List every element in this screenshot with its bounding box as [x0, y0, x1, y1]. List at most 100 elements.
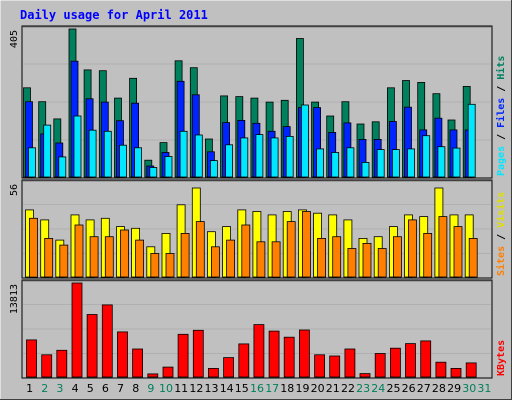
- bar-kbytes-day-22: [344, 348, 356, 378]
- bar-kbytes-day-28: [435, 361, 447, 378]
- bar-sites-day-26: [408, 219, 417, 278]
- bar-sites-day-5: [89, 236, 99, 278]
- bar-kbytes-day-13: [207, 367, 219, 378]
- bar-pages-day-13: [209, 160, 218, 178]
- x-tick-label-day-11: 11: [174, 382, 188, 395]
- bar-sites-day-15: [241, 224, 251, 278]
- bar-sites-day-1: [29, 217, 38, 278]
- x-tick-label-day-7: 7: [117, 382, 124, 395]
- bar-kbytes-day-21: [329, 355, 341, 378]
- bar-pages-day-15: [240, 137, 249, 178]
- bar-pages-day-14: [225, 144, 234, 178]
- legend-files: Files: [495, 98, 507, 128]
- bar-pages-day-16: [255, 134, 264, 178]
- chart-title: Daily usage for April 2011: [20, 8, 208, 22]
- bar-kbytes-day-12: [192, 329, 204, 378]
- x-tick-label-day-28: 28: [432, 382, 446, 395]
- bar-sites-day-27: [423, 232, 433, 278]
- panel-2-legend: KBytes: [496, 340, 507, 376]
- bar-pages-day-23: [361, 161, 370, 178]
- bar-kbytes-day-29: [450, 367, 462, 378]
- bar-pages-day-10: [164, 156, 173, 178]
- x-tick-label-day-4: 4: [72, 382, 79, 395]
- bar-kbytes-day-8: [132, 348, 144, 378]
- x-tick-label-day-12: 12: [189, 382, 203, 395]
- bar-pages-day-17: [270, 137, 279, 178]
- bar-sites-day-24: [377, 248, 387, 278]
- legend-hits: Hits: [495, 56, 507, 80]
- bar-pages-day-4: [73, 115, 82, 178]
- bar-pages-day-30: [467, 103, 476, 178]
- x-tick-label-day-10: 10: [159, 382, 173, 395]
- legend-separator: /: [496, 128, 507, 146]
- x-tick-label-day-23: 23: [356, 382, 370, 395]
- bar-sites-day-7: [120, 229, 129, 278]
- bar-kbytes-day-11: [177, 333, 189, 378]
- bar-pages-day-18: [285, 135, 294, 178]
- bar-sites-day-14: [226, 239, 236, 278]
- legend-visits: Visits: [495, 192, 507, 228]
- bar-pages-day-6: [103, 130, 112, 178]
- bar-kbytes-day-16: [253, 324, 265, 378]
- bar-pages-day-26: [407, 148, 415, 178]
- bar-sites-day-21: [332, 236, 342, 278]
- bar-sites-day-3: [59, 244, 69, 278]
- bar-sites-day-17: [271, 241, 281, 278]
- bar-sites-day-25: [392, 236, 402, 278]
- x-tick-label-day-29: 29: [447, 382, 461, 395]
- bar-kbytes-day-18: [283, 336, 295, 378]
- bar-sites-day-23: [362, 242, 372, 278]
- bar-kbytes-day-15: [238, 343, 250, 378]
- x-tick-label-day-25: 25: [387, 382, 401, 395]
- bar-pages-day-11: [179, 130, 188, 178]
- x-tick-label-day-8: 8: [132, 382, 139, 395]
- bar-kbytes-day-10: [162, 366, 174, 378]
- x-tick-label-day-9: 9: [147, 382, 154, 395]
- bar-kbytes-day-20: [314, 354, 326, 378]
- x-tick-label-day-20: 20: [311, 382, 325, 395]
- x-tick-label-day-26: 26: [402, 382, 416, 395]
- bar-kbytes-day-24: [374, 353, 386, 378]
- bar-kbytes-day-3: [56, 349, 68, 378]
- bar-sites-day-18: [286, 221, 296, 278]
- bar-kbytes-day-9: [147, 373, 159, 378]
- x-tick-label-day-16: 16: [250, 382, 264, 395]
- bar-sites-day-6: [104, 236, 114, 278]
- bar-pages-day-20: [316, 148, 325, 178]
- bar-kbytes-day-6: [101, 304, 113, 378]
- bar-pages-day-24: [376, 149, 385, 178]
- bar-kbytes-day-23: [359, 373, 371, 378]
- x-tick-label-day-18: 18: [280, 382, 294, 395]
- x-tick-label-day-21: 21: [326, 382, 340, 395]
- x-tick-label-day-24: 24: [371, 382, 385, 395]
- x-tick-label-day-2: 2: [41, 382, 48, 395]
- bar-sites-day-22: [347, 248, 357, 278]
- bar-sites-day-28: [438, 216, 448, 278]
- bar-sites-day-8: [135, 239, 145, 278]
- bar-pages-day-25: [391, 149, 400, 178]
- bar-pages-day-2: [43, 124, 52, 178]
- bar-pages-day-1: [28, 147, 36, 178]
- bar-kbytes-day-26: [405, 343, 416, 378]
- bar-kbytes-day-17: [268, 330, 280, 378]
- x-tick-label-day-13: 13: [205, 382, 219, 395]
- x-tick-label-day-31: 31: [477, 382, 491, 395]
- bar-pages-day-3: [58, 156, 67, 178]
- panel-1-legend: Sites / Visits: [495, 192, 507, 276]
- panel-2-ymax-label: 13813: [9, 284, 20, 314]
- bar-kbytes-day-1: [26, 339, 37, 378]
- bar-kbytes-day-4: [71, 282, 83, 378]
- bar-sites-day-19: [301, 211, 311, 278]
- panel-0-ymax-label: 405: [9, 30, 20, 48]
- bar-sites-day-16: [256, 241, 266, 278]
- bar-kbytes-day-27: [420, 340, 432, 378]
- bar-sites-day-20: [317, 237, 327, 278]
- bar-sites-day-29: [453, 226, 463, 278]
- bar-sites-day-4: [74, 224, 84, 278]
- bar-pages-day-9: [149, 167, 158, 178]
- x-tick-label-day-27: 27: [417, 382, 431, 395]
- x-tick-label-day-1: 1: [26, 382, 33, 395]
- x-tick-label-day-3: 3: [56, 382, 63, 395]
- legend-separator: /: [496, 80, 507, 98]
